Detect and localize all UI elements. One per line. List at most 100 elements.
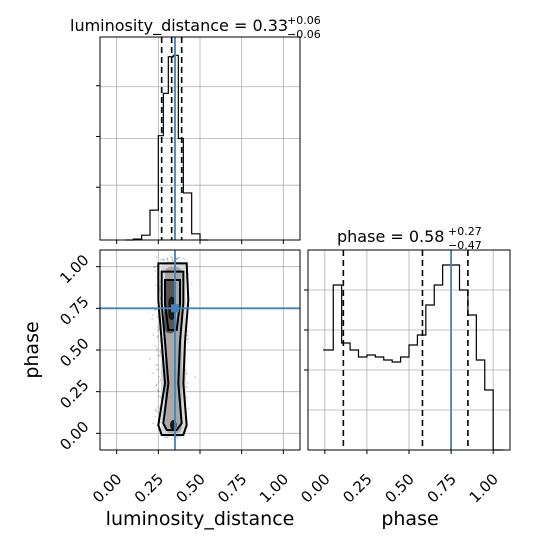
sample-point [162, 258, 165, 261]
sample-point [151, 314, 154, 317]
sample-point [151, 372, 154, 374]
contour-inner [164, 279, 181, 331]
histogram-steps [323, 264, 504, 451]
sample-point [156, 336, 159, 339]
sample-point [186, 338, 189, 341]
axes-frame [99, 249, 301, 451]
sample-point [163, 436, 166, 438]
sample-point [157, 390, 160, 393]
sample-point [186, 386, 189, 389]
phase-marginal-panel: 0.00 0.25 0.50 0.75 1.00 [297, 249, 511, 506]
lum-marginal-panel [96, 36, 301, 244]
x-tick-label: 0.50 [172, 470, 208, 506]
sample-point [175, 257, 178, 260]
truth-marker [171, 304, 179, 313]
x-tick-label: 1.00 [256, 470, 292, 506]
sample-point [155, 384, 158, 387]
sample-point [166, 257, 169, 260]
sample-point [153, 266, 156, 268]
sample-point [155, 384, 158, 387]
sample-point [176, 437, 179, 439]
sample-point [171, 259, 174, 262]
lum-title-sub: −0.06 [287, 28, 321, 41]
sample-point [156, 329, 159, 332]
sample-point [181, 257, 184, 260]
x-tick-label: 0.75 [214, 470, 250, 506]
sample-point [157, 381, 160, 384]
sample-point [156, 405, 159, 408]
sample-point [157, 389, 160, 392]
lum-title: luminosity_distance = 0.33 [70, 16, 288, 36]
sample-point [154, 409, 157, 412]
sample-point [155, 368, 158, 371]
sample-point [167, 259, 169, 262]
sample-point [158, 289, 161, 291]
sample-point [156, 389, 159, 391]
x-tick-label: 0.00 [297, 470, 333, 506]
sample-point [166, 258, 168, 261]
x-tick-label: 0.25 [339, 470, 375, 506]
sample-point [194, 376, 197, 378]
sample-point [187, 330, 190, 333]
xlabel-phase: phase [381, 508, 438, 530]
lum-title-sup: +0.06 [287, 14, 321, 27]
sample-point [156, 326, 159, 329]
sample-point [157, 355, 160, 357]
sample-point [153, 308, 156, 311]
joint-2d-panel: 0.00 0.25 0.50 0.75 1.000.000.250.500.751.00 [56, 249, 301, 506]
sample-point [187, 407, 190, 410]
sample-point [161, 258, 164, 261]
sample-point [186, 341, 189, 344]
sample-point [157, 394, 159, 397]
sample-point [186, 382, 189, 384]
sample-point [156, 410, 158, 413]
contour-outer [157, 262, 190, 436]
sample-point [158, 375, 161, 378]
sample-point [157, 368, 160, 371]
sample-point [190, 282, 193, 285]
sample-point [153, 266, 156, 269]
sample-point [175, 258, 178, 261]
histogram-steps [125, 54, 209, 241]
sample-point [151, 318, 154, 321]
sample-point [170, 256, 172, 258]
sample-point [159, 350, 161, 353]
x-tick-label: 0.25 [131, 470, 167, 506]
sample-point [154, 415, 157, 418]
sample-point [152, 422, 155, 425]
sample-point [159, 258, 162, 261]
sample-point [175, 258, 178, 260]
sample-point [185, 396, 188, 399]
sample-point [158, 354, 161, 357]
y-tick-label: 0.25 [56, 376, 92, 412]
x-tick-label: 0.50 [381, 470, 417, 506]
phase-title-sup: +0.27 [448, 225, 482, 238]
sample-point [187, 337, 190, 340]
sample-point [158, 328, 160, 331]
axes-frame [307, 249, 511, 451]
sample-point [182, 436, 185, 439]
sample-point [155, 256, 158, 258]
contour-middle [160, 270, 185, 431]
x-tick-label: 1.00 [466, 470, 502, 506]
sample-point [156, 347, 159, 350]
sample-point [178, 256, 180, 259]
y-tick-label: 0.75 [56, 293, 92, 329]
sample-point [165, 436, 168, 439]
sample-point [177, 257, 180, 260]
sample-point [154, 309, 156, 311]
sample-point [156, 335, 159, 337]
x-tick-label: 0.75 [424, 470, 460, 506]
sample-point [159, 285, 161, 288]
sample-point [159, 340, 162, 343]
sample-point [155, 349, 158, 352]
sample-point [186, 372, 188, 375]
sample-point [154, 270, 157, 272]
sample-point [154, 284, 157, 286]
y-tick-label: 0.00 [56, 418, 92, 454]
sample-point [154, 364, 157, 366]
x-tick-label: 0.00 [89, 470, 125, 506]
sample-point [186, 334, 189, 337]
sample-point [163, 259, 165, 262]
